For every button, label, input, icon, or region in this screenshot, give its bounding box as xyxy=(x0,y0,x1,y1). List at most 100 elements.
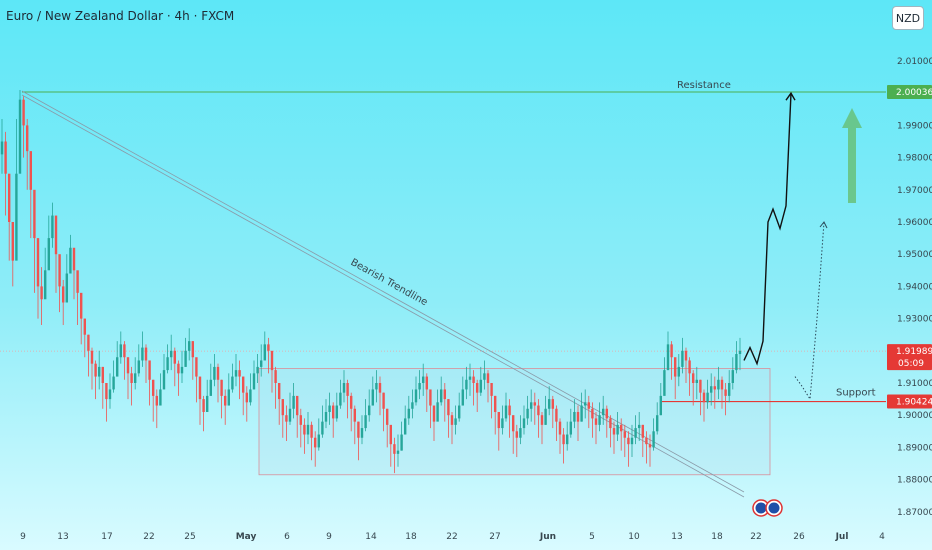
candle-body xyxy=(738,350,742,355)
x-tick-label: Jun xyxy=(539,532,556,542)
candle-body xyxy=(702,392,706,403)
event-icons[interactable] xyxy=(752,499,783,517)
candle-body xyxy=(242,376,245,393)
candle-body xyxy=(620,424,623,432)
candle-body xyxy=(706,392,709,403)
current-price-tag-label: 1.91989 xyxy=(896,347,932,357)
candle-body xyxy=(173,350,176,364)
candle-body xyxy=(627,437,630,445)
candle-body xyxy=(198,376,202,400)
candle-body xyxy=(418,383,421,390)
candle-body xyxy=(724,389,727,396)
y-tick-label: 1.93000 xyxy=(897,315,932,325)
candle-body xyxy=(519,428,522,438)
candle-body xyxy=(490,383,493,396)
candle-body xyxy=(616,424,619,435)
candle-body xyxy=(396,450,400,454)
candle-body xyxy=(249,389,252,403)
candle-body xyxy=(170,350,173,358)
candle-body xyxy=(404,418,407,435)
support-tag-bg xyxy=(887,394,932,409)
candle-body xyxy=(69,247,72,274)
candle-body xyxy=(342,383,346,393)
bearish-trendline xyxy=(21,90,745,498)
candle-body xyxy=(87,334,90,351)
candle-body xyxy=(634,428,637,438)
y-tick-label: 1.90000 xyxy=(897,411,932,421)
x-tick-label: 6 xyxy=(284,532,290,542)
candle-body xyxy=(681,350,684,367)
candle-body xyxy=(44,270,47,300)
candle-body xyxy=(18,99,22,174)
candle-body xyxy=(332,405,335,419)
candle-body xyxy=(227,389,230,406)
candle-body xyxy=(454,418,457,425)
x-tick-label: 14 xyxy=(365,532,377,542)
candle-body xyxy=(62,286,65,303)
candle-body xyxy=(501,418,504,429)
candle-body xyxy=(692,373,695,383)
candle-body xyxy=(389,424,392,445)
candle-body xyxy=(346,383,349,396)
candle-body xyxy=(224,395,227,406)
candle-body xyxy=(152,379,155,396)
x-tick-label: 4 xyxy=(879,532,885,542)
candle-body xyxy=(623,431,626,438)
trendline-lower xyxy=(21,94,745,498)
candle-body xyxy=(296,395,299,416)
candle-body xyxy=(659,395,662,416)
candle-body xyxy=(83,318,86,335)
candle-body xyxy=(587,402,590,409)
projection-dotted-arrowhead xyxy=(819,221,828,229)
candle-body xyxy=(497,411,500,429)
candle-body xyxy=(51,215,54,239)
x-tick-label: 26 xyxy=(793,532,805,542)
candle-body xyxy=(461,389,464,406)
candle-body xyxy=(306,424,310,435)
candle-body xyxy=(573,411,576,422)
y-tick-label: 1.87000 xyxy=(897,508,932,518)
candle-body xyxy=(105,383,108,400)
candle-body xyxy=(180,366,184,374)
candle-body xyxy=(630,437,634,445)
candle-body xyxy=(684,350,688,361)
candle-body xyxy=(317,434,320,448)
candle-body xyxy=(364,415,367,429)
x-tick-label: 17 xyxy=(101,532,112,542)
candle-body xyxy=(688,360,691,374)
candle-body xyxy=(530,402,533,409)
candle-body xyxy=(209,379,212,396)
candle-body xyxy=(591,408,594,419)
candles xyxy=(0,89,742,474)
candle-body xyxy=(411,402,414,409)
y-tick-label: 1.91000 xyxy=(897,379,932,389)
candle-body xyxy=(537,405,540,416)
candle-body xyxy=(353,408,356,422)
candle-body xyxy=(443,389,446,400)
candle-body xyxy=(324,411,328,422)
resistance-tag-label: 2.00036 xyxy=(896,88,932,98)
candle-body xyxy=(245,392,248,403)
candle-body xyxy=(656,415,659,432)
candle-body xyxy=(731,370,734,383)
candle-body xyxy=(440,389,443,403)
candle-body xyxy=(234,370,238,377)
candle-body xyxy=(288,408,292,422)
candle-body xyxy=(4,141,7,174)
x-axis: 9 13 17 22 25 May 6 9 14 18 22 27 Jun 5 10 13 18 22 26 Jul 4 xyxy=(20,532,885,542)
candle-body xyxy=(274,370,277,383)
candle-body xyxy=(339,392,342,406)
candle-body xyxy=(508,405,511,416)
x-tick-label: 13 xyxy=(671,532,682,542)
projection-arrowhead xyxy=(785,91,796,101)
y-tick-label: 1.88000 xyxy=(897,476,932,486)
currency-badge[interactable]: NZD xyxy=(892,6,924,30)
candle-body xyxy=(400,434,403,451)
candle-body xyxy=(177,363,180,374)
candle-body xyxy=(558,421,562,435)
candle-body xyxy=(666,344,670,371)
candle-body xyxy=(609,418,612,429)
candle-body xyxy=(0,141,4,155)
resistance-label: Resistance xyxy=(677,80,731,91)
